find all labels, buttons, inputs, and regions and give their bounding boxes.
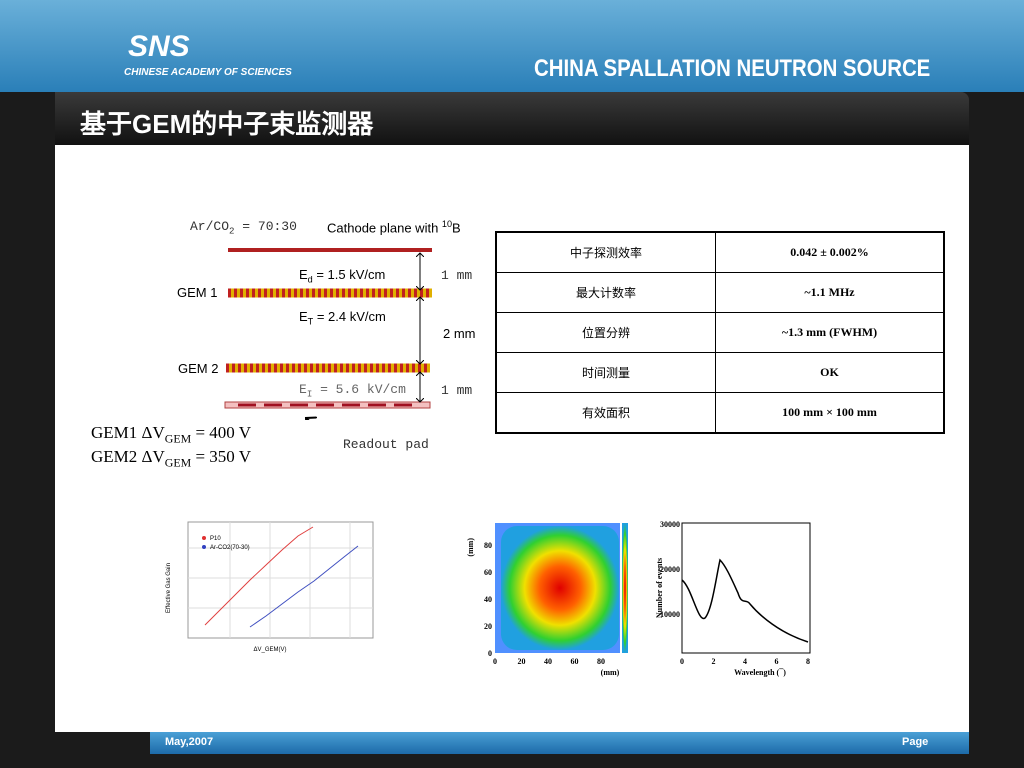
cathode-label: Cathode plane with 10B [327, 219, 461, 235]
table-cell: 0.042 ± 0.002% [715, 231, 945, 273]
gap-label: 2 mm [443, 326, 476, 341]
voltage-label: GEM2 ΔVGEM = 350 V [91, 447, 251, 470]
tick-label: 20 [518, 657, 526, 666]
tick-label: 80 [484, 541, 492, 550]
tick-label: 4 [743, 657, 747, 666]
tick-label: 20 [484, 622, 492, 631]
table-cell: 最大计数率 [495, 272, 716, 313]
gap-label: 1 mm [441, 268, 473, 283]
text: = 400 V [191, 423, 251, 442]
axis-label: (mm) [466, 538, 475, 557]
table-cell: OK [715, 352, 945, 393]
footer-page: Page [902, 736, 929, 748]
table-cell: ~1.1 MHz [715, 272, 945, 313]
text: d [307, 274, 313, 285]
org-name: CHINA SPALLATION NEUTRON SOURCE [534, 55, 931, 82]
tick-label: 20000 [660, 565, 680, 574]
field-label: EI = 5.6 kV/cm [299, 382, 406, 400]
tick-label: 60 [571, 657, 579, 666]
gem1-label: GEM 1 [177, 285, 218, 300]
table-row: 最大计数率 ~1.1 MHz [495, 272, 945, 313]
tick-label: 80 [597, 657, 605, 666]
table-row: 时间测量 OK [495, 352, 945, 393]
tick-label: 6 [775, 657, 779, 666]
field-label: Ed = 1.5 kV/cm [299, 267, 385, 285]
tick-label: 40 [484, 595, 492, 604]
text: Ar/CO [190, 219, 230, 234]
axis-label: Number of events [655, 558, 664, 618]
text: E [299, 309, 308, 324]
text: GEM [164, 431, 192, 446]
text: Cathode plane with [327, 220, 442, 236]
legend-label: Ar-CO2(70-30) [210, 545, 250, 551]
image-plot: 0 20 40 60 80 0 20 40 60 80 (mm) (mm) [466, 523, 628, 677]
spec-table: 中子探测效率 0.042 ± 0.002% 最大计数率 ~1.1 MHz 位置分辨 ~1.… [495, 231, 945, 434]
tick-label: 10000 [660, 610, 680, 619]
tick-label: 0 [493, 657, 497, 666]
tick-label: 0 [488, 649, 492, 658]
axis-label: (mm) [601, 668, 620, 677]
table-row: 有效面积 100 mm × 100 mm [495, 392, 945, 434]
text: 2 [229, 225, 235, 237]
text: = 1.5 kV/cm [312, 267, 386, 282]
tick-label: 8 [806, 657, 810, 666]
gas-label: Ar/CO2 = 70:30 [190, 219, 297, 237]
tick-label: 30000 [660, 520, 680, 529]
text: = 5.6 kV/cm [312, 382, 406, 397]
table-row: 位置分辨 ~1.3 mm (FWHM) [495, 312, 945, 353]
table-cell: 位置分辨 [495, 312, 716, 353]
gem2-label: GEM 2 [178, 361, 219, 376]
gem-diagram [224, 248, 432, 420]
axis-label: ΔV_GEM(V) [253, 647, 286, 653]
table-cell: 100 mm × 100 mm [715, 392, 945, 434]
tick-label: 60 [484, 568, 492, 577]
slide-title: 基于GEM的中子束监测器 [80, 109, 374, 139]
table-cell: 时间测量 [495, 352, 716, 393]
text: B [452, 220, 461, 236]
text: = 70:30 [234, 219, 297, 234]
table-row: 中子探测效率 0.042 ± 0.002% [495, 231, 945, 273]
field-label: ET = 2.4 kV/cm [299, 309, 386, 327]
axis-label: Effective Gas Gain [166, 563, 172, 613]
logo: SNS [128, 30, 190, 63]
voltage-label: GEM1 ΔVGEM = 400 V [91, 423, 251, 446]
text: E [299, 267, 308, 282]
readout-label: Readout pad [343, 437, 429, 452]
text: GEM2 ΔV [91, 447, 165, 466]
text: = 350 V [191, 447, 251, 466]
table-cell: 有效面积 [495, 392, 716, 434]
footer-date: May,2007 [165, 736, 214, 748]
table-cell: 中子探测效率 [495, 231, 716, 273]
footer-band [150, 732, 969, 754]
tick-label: 2 [712, 657, 716, 666]
text: GEM [164, 455, 192, 470]
text: T [307, 316, 314, 327]
top-band [0, 0, 1024, 92]
gap-label: 1 mm [441, 383, 473, 398]
table-cell: ~1.3 mm (FWHM) [715, 312, 945, 353]
legend-label: P10 [210, 536, 221, 542]
text: E [299, 382, 307, 397]
spectrum-plot: 0 2 4 6 8 10000 20000 30000 Number of events Wa… [655, 520, 811, 677]
axis-label: Wavelength (¯) [734, 668, 786, 677]
gain-plot: P10 Ar-CO2(70-30) Effective Gas Gain ΔV_… [166, 521, 374, 653]
tick-label: 40 [544, 657, 552, 666]
text: GEM1 ΔV [91, 423, 165, 442]
title-band [55, 92, 969, 145]
text: 10 [441, 219, 453, 229]
tick-label: 0 [680, 657, 684, 666]
text: = 2.4 kV/cm [313, 309, 386, 324]
text: I [306, 388, 313, 400]
logo-sub: CHINESE ACADEMY OF SCIENCES [124, 67, 292, 78]
